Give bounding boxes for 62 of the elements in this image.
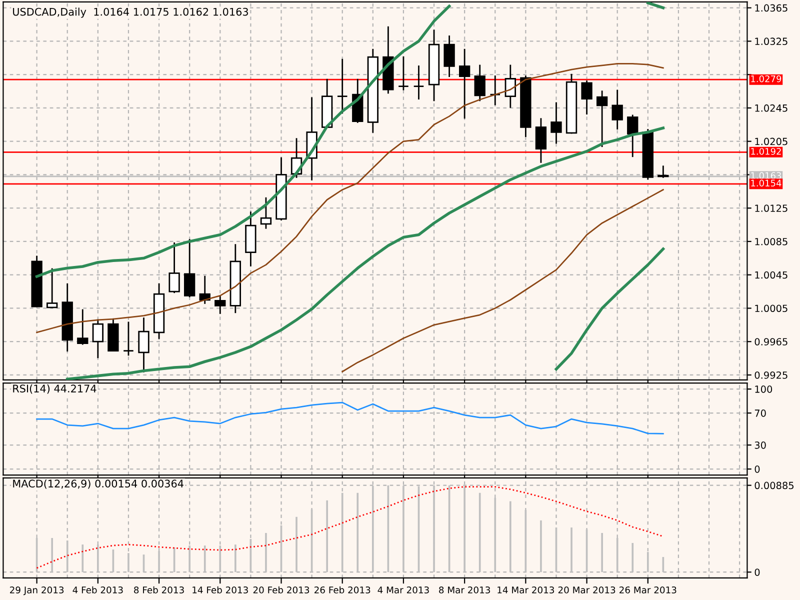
text: USDCAD,Daily 1.0164 1.0175 1.0162 1.0163	[13, 8, 248, 18]
x-tick-label: 8 Feb 2013	[134, 586, 184, 594]
y-tick-label: 100	[755, 386, 772, 393]
candlestick	[214, 295, 226, 314]
x-tick-label: 14 Feb 2013	[192, 586, 248, 594]
line-series	[36, 402, 664, 434]
ref-line-label: 1.0192	[751, 148, 781, 155]
candlestick	[77, 309, 88, 345]
x-tick-label: 29 Jan 2013	[10, 586, 64, 596]
y-tick-label: 30	[754, 442, 766, 449]
x-tick-label: 20 Mar 2013	[558, 586, 616, 594]
line-series	[36, 63, 664, 334]
candlestick	[627, 114, 638, 158]
x-tick-label: 26 Mar 2013	[620, 586, 676, 594]
line-series	[554, 248, 665, 371]
x-tick-label: 4 Mar 2013	[378, 586, 429, 594]
chart-title: RSI(14) 44.2174	[13, 384, 96, 394]
line-series	[342, 189, 664, 372]
candlestick	[458, 48, 470, 119]
candlestick	[581, 80, 592, 114]
y-tick-label: 1.0125	[755, 204, 788, 212]
x-tick-label: 4 Feb 2013	[72, 586, 123, 594]
candlestick	[535, 118, 547, 163]
candlestick	[612, 90, 623, 130]
y-tick-label: 1.0205	[755, 138, 788, 146]
x-tick-label: 20 Feb 2013	[253, 586, 310, 594]
candlestick	[138, 318, 150, 372]
y-tick-label: 0.00885	[754, 482, 794, 490]
y-tick-label: 1.0085	[755, 238, 788, 246]
candlestick	[504, 64, 516, 108]
y-tick-label: 0.9925	[754, 371, 788, 379]
y-tick-label: 1.0365	[755, 4, 788, 12]
candlestick	[596, 90, 608, 148]
x-tick-label: 26 Feb 2013	[314, 586, 370, 594]
candlestick	[92, 319, 104, 358]
candlestick	[398, 56, 410, 90]
candlestick	[184, 239, 196, 298]
candlestick	[490, 76, 501, 106]
candlestick	[413, 66, 424, 100]
y-tick-label: 1.0045	[755, 271, 788, 279]
candlestick	[336, 58, 348, 114]
y-tick-label: 1.0325	[755, 38, 788, 46]
ref-line-label: 1.0279	[751, 75, 782, 82]
chart-title: MACD(12,26,9) 0.00154 0.00364	[13, 479, 184, 489]
candlestick	[168, 242, 180, 294]
candlestick	[260, 197, 272, 229]
candlestick	[122, 322, 134, 356]
ref-line-label: 1.0154	[751, 180, 782, 187]
candlestick	[658, 166, 669, 178]
y-tick-label: 1.0245	[755, 104, 788, 112]
candlestick	[444, 35, 455, 77]
y-tick-label: 0	[754, 466, 760, 473]
candlestick	[46, 268, 58, 308]
candlestick	[474, 64, 486, 102]
y-tick-label: 70	[754, 410, 766, 417]
x-tick-label: 8 Mar 2013	[439, 586, 490, 594]
y-tick-label: 0	[754, 568, 760, 576]
x-tick-label: 14 Mar 2013	[498, 586, 554, 594]
ref-line-label: 1.0163	[751, 172, 782, 179]
y-tick-label: 1.0005	[755, 304, 788, 312]
candlestick	[550, 102, 562, 144]
y-tick-label: 0.9965	[754, 338, 788, 346]
